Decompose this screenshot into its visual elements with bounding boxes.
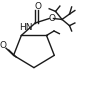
Text: O: O: [0, 41, 7, 50]
Text: O: O: [48, 14, 55, 23]
Text: HN: HN: [19, 23, 32, 32]
Text: O: O: [34, 2, 41, 11]
